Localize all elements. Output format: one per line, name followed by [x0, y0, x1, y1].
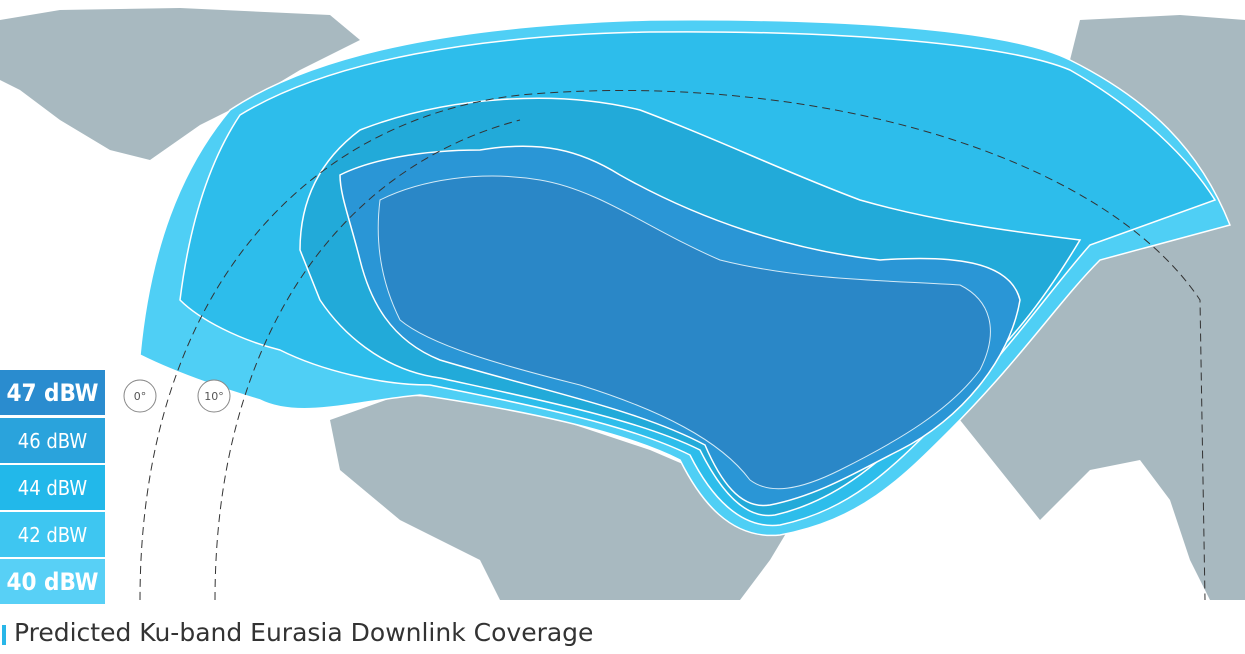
greenland — [0, 8, 360, 160]
longitude-arc — [139, 90, 1206, 601]
legend-item: 47 dBW — [0, 370, 105, 415]
caption: Predicted Ku-band Eurasia Downlink Cover… — [14, 618, 594, 647]
longitude-marker — [197, 379, 231, 413]
coverage-47 — [377, 175, 991, 490]
africa-land — [330, 395, 800, 600]
caption-marker — [2, 625, 6, 645]
longitude-label: 0° — [134, 390, 147, 403]
legend-item: 44 dBW — [0, 465, 105, 510]
longitude-marker — [123, 379, 157, 413]
legend-item: 46 dBW — [0, 418, 105, 463]
legend-item: 40 dBW — [0, 559, 105, 604]
longitude-label: 10° — [204, 390, 224, 403]
map: 0° 10° — [0, 8, 1245, 601]
longitude-arc — [214, 119, 521, 601]
legend-item: 42 dBW — [0, 512, 105, 557]
